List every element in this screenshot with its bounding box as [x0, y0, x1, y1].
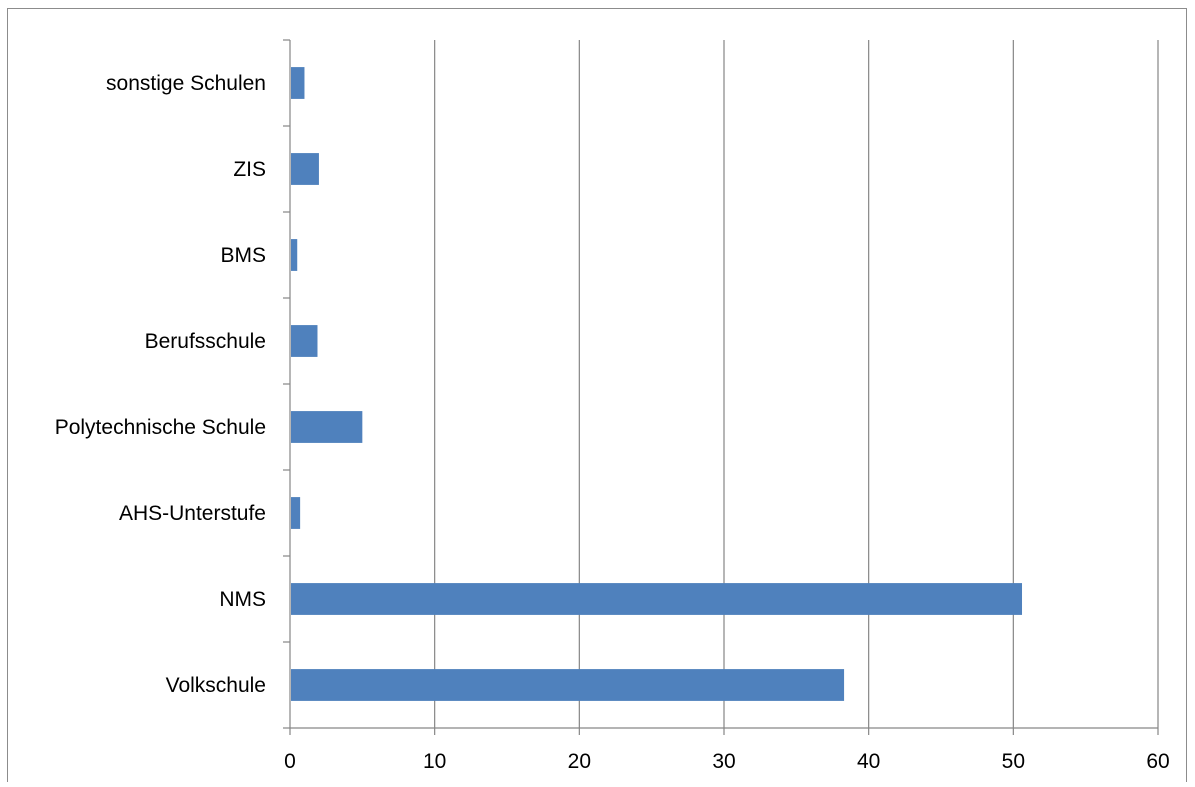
category-label: Berufsschule [145, 330, 266, 353]
x-tick-label: 60 [1146, 750, 1169, 773]
bar [291, 239, 298, 271]
bar [291, 153, 319, 185]
chart-frame [7, 8, 1187, 782]
x-tick-label: 10 [423, 750, 446, 773]
bar [291, 669, 845, 701]
gridlines [434, 40, 1159, 728]
category-label: Polytechnische Schule [55, 416, 266, 439]
bar [291, 583, 1023, 615]
bar [291, 325, 318, 357]
x-tick-label: 0 [284, 750, 296, 773]
category-label: Volkschule [166, 674, 266, 697]
bar [291, 67, 305, 99]
x-tick-label: 20 [568, 750, 591, 773]
bars [291, 67, 1023, 701]
bar [291, 411, 363, 443]
x-tick-label: 40 [857, 750, 880, 773]
category-label: sonstige Schulen [106, 72, 266, 95]
bar [291, 497, 301, 529]
x-tick-label: 50 [1002, 750, 1025, 773]
x-tick-label: 30 [712, 750, 735, 773]
category-label: NMS [219, 588, 266, 611]
category-label: AHS-Unterstufe [119, 502, 266, 525]
category-label: BMS [220, 244, 266, 267]
category-label: ZIS [233, 158, 266, 181]
